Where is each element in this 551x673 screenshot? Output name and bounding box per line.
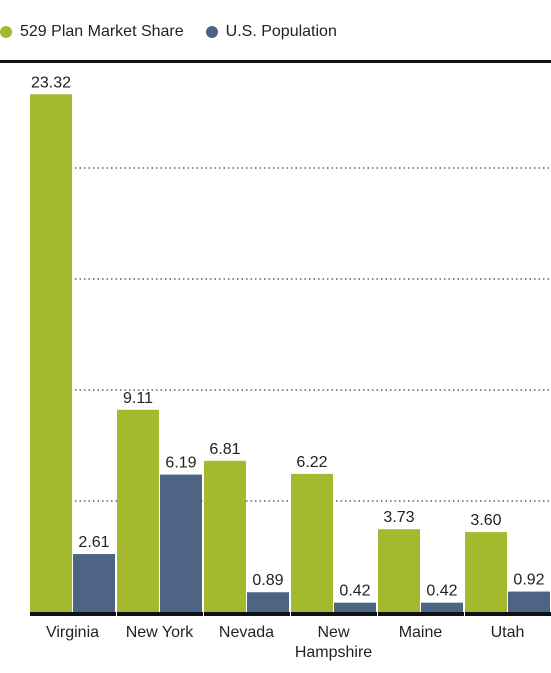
legend: 529 Plan Market Share U.S. Population bbox=[0, 18, 359, 46]
category-label-utah: Utah bbox=[491, 624, 525, 641]
legend-label-market-share: 529 Plan Market Share bbox=[20, 23, 184, 40]
bar-new-york-population bbox=[160, 474, 202, 612]
bar-new-hampshire-market-share bbox=[291, 473, 333, 612]
value-label-new-hampshire-population: 0.42 bbox=[339, 583, 370, 600]
baseline-utah bbox=[465, 612, 551, 616]
legend-item-population: U.S. Population bbox=[205, 23, 337, 41]
bar-maine-market-share bbox=[378, 529, 420, 612]
value-label-utah-population: 0.92 bbox=[513, 572, 544, 589]
value-label-new-hampshire-market-share: 6.22 bbox=[296, 454, 327, 471]
baseline-virginia bbox=[30, 612, 116, 616]
legend-swatch-population bbox=[205, 26, 218, 38]
legend-label-population: U.S. Population bbox=[225, 23, 337, 40]
baseline-new-york bbox=[117, 612, 203, 616]
baseline-new-hampshire bbox=[291, 612, 377, 616]
bar-new-york-market-share bbox=[117, 409, 159, 612]
legend-swatch-market-share bbox=[0, 26, 12, 38]
bar-new-hampshire-population bbox=[334, 602, 376, 612]
category-label-virginia: Virginia bbox=[46, 624, 99, 641]
bar-maine-population bbox=[421, 602, 463, 612]
category-label-nevada: Nevada bbox=[219, 624, 274, 641]
legend-divider bbox=[0, 60, 551, 63]
value-label-maine-population: 0.42 bbox=[426, 583, 457, 600]
bar-utah-population bbox=[508, 591, 550, 612]
bar-nevada-market-share bbox=[204, 460, 246, 612]
bar-virginia-market-share bbox=[30, 94, 72, 612]
bar-utah-market-share bbox=[465, 532, 507, 612]
bar-virginia-population bbox=[73, 554, 115, 612]
category-label-new-york: New York bbox=[126, 624, 195, 641]
value-label-virginia-population: 2.61 bbox=[78, 534, 109, 551]
value-label-new-york-population: 6.19 bbox=[165, 455, 196, 472]
category-label-maine: Maine bbox=[399, 624, 443, 641]
baseline-maine bbox=[378, 612, 464, 616]
value-label-nevada-market-share: 6.81 bbox=[209, 441, 240, 458]
value-label-new-york-market-share: 9.11 bbox=[123, 390, 153, 407]
value-label-virginia-market-share: 23.32 bbox=[31, 74, 71, 91]
value-label-nevada-population: 0.89 bbox=[252, 572, 283, 589]
value-label-utah-market-share: 3.60 bbox=[470, 512, 501, 529]
legend-item-market-share: 529 Plan Market Share bbox=[0, 23, 184, 41]
value-label-maine-market-share: 3.73 bbox=[383, 509, 414, 526]
category-label-new-hampshire: New Hampshire bbox=[295, 624, 372, 661]
bar-nevada-population bbox=[247, 592, 289, 612]
baseline-nevada bbox=[204, 612, 290, 616]
